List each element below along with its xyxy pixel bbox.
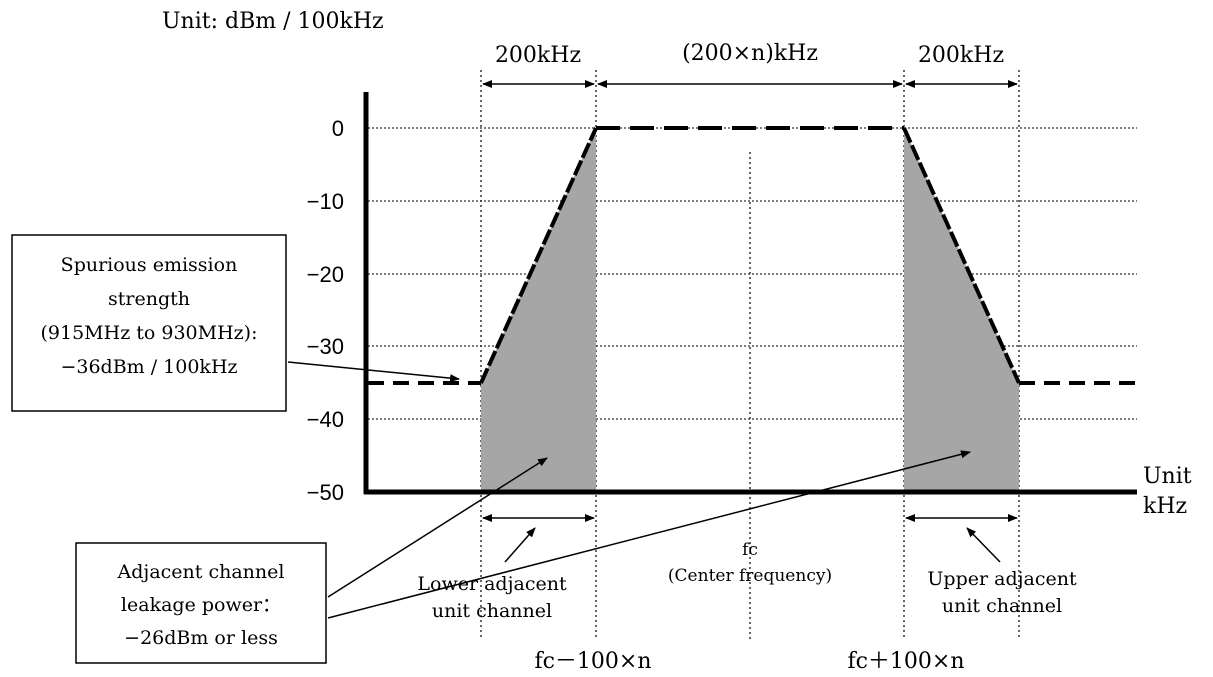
leakage-pointer-lower [327, 457, 548, 598]
y-tick-label: −50 [307, 480, 344, 505]
y-tick-label: −40 [307, 407, 344, 432]
lower-adjacent-shading [481, 128, 596, 492]
unit-label: Unit: dBm / 100kHz [162, 9, 384, 34]
upper-channel-pointer [966, 527, 1001, 563]
spurious-text: −36dBm / 100kHz [60, 356, 237, 378]
leakage-text: Adjacent channel [117, 561, 285, 583]
mask-slope-right [902, 127, 1021, 384]
center-freq-label: fc [742, 540, 758, 560]
x-unit-label: kHz [1143, 494, 1187, 519]
center-freq-desc: (Center frequency) [668, 566, 832, 586]
y-tick-label: 0 [332, 116, 344, 141]
mask-slope-left [479, 127, 598, 384]
upper-channel-label: Upper adjacent [927, 568, 1077, 590]
mask [368, 126, 1137, 385]
lower-channel-label: unit channel [432, 600, 552, 622]
upper-adjacent-shading [904, 128, 1019, 492]
span-label-center: (200×n)kHz [682, 41, 818, 66]
spurious-text: Spurious emission [61, 254, 238, 276]
lower-channel-label: Lower adjacent [417, 573, 567, 595]
upper-channel-label: unit channel [942, 595, 1062, 617]
freq-label-upper: fc＋100×n [847, 649, 964, 674]
spurious-callout: Spurious emission strength (915MHz to 93… [11, 234, 460, 412]
leakage-callout: Adjacent channel leakage power： −26dBm o… [75, 450, 971, 664]
leakage-box [75, 542, 327, 664]
freq-label-lower: fc－100×n [534, 649, 651, 674]
spurious-box [11, 234, 287, 412]
y-tick-label: −10 [307, 189, 344, 214]
x-unit-label: Unit [1143, 464, 1192, 489]
lower-channel-pointer [504, 527, 536, 563]
y-tick-labels: 0 −10 −20 −30 −40 −50 [307, 116, 344, 505]
spurious-text: (915MHz to 930MHz): [41, 322, 258, 344]
span-label-upper: 200kHz [918, 43, 1004, 68]
leakage-text: leakage power： [121, 594, 281, 616]
y-tick-label: −20 [307, 262, 344, 287]
span-label-lower: 200kHz [495, 43, 581, 68]
leakage-text: −26dBm or less [124, 627, 278, 649]
leakage-pointer-upper [327, 450, 971, 619]
y-tick-label: −30 [307, 334, 344, 359]
spurious-text: strength [108, 288, 190, 310]
spurious-pointer [287, 361, 460, 383]
